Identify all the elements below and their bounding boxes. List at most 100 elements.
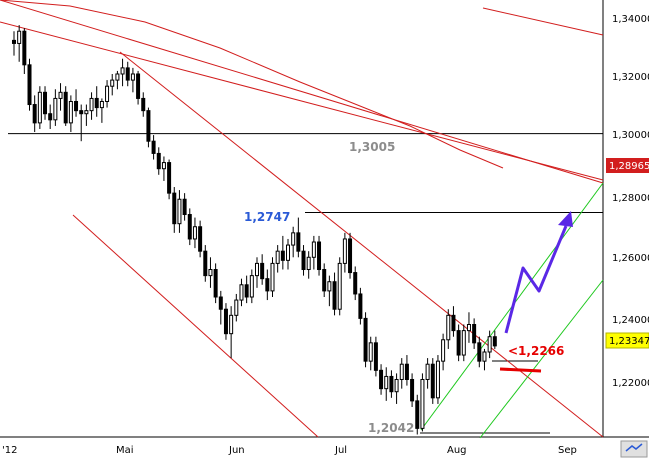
current-price-red-text: 1,28965 — [609, 161, 649, 172]
level-label-1-2266: <1,2266 — [508, 344, 564, 358]
candle-body — [84, 110, 89, 115]
candle-body — [32, 104, 37, 124]
candle-body — [198, 226, 203, 252]
candle-body — [89, 97, 94, 112]
candle-body — [218, 296, 223, 310]
candle-body — [348, 238, 353, 274]
time-tick-label: Sep — [558, 445, 577, 456]
candle-body — [260, 262, 265, 280]
candle-body — [141, 97, 146, 112]
forecast-arrow-head — [558, 211, 573, 227]
time-tick-label: '12 — [2, 445, 17, 456]
candle-body — [12, 39, 16, 44]
candle-body — [466, 324, 471, 332]
candle-body — [368, 342, 373, 362]
candle-body — [172, 192, 177, 225]
candle-body — [420, 378, 425, 429]
forecast-annotation — [499, 211, 573, 373]
zoom-button[interactable] — [620, 440, 648, 458]
candle-body — [58, 91, 63, 99]
price-tick-label: 1,24000 — [612, 315, 649, 326]
time-axis: '12 Mai Jun Jul Aug Sep — [2, 445, 577, 456]
current-price-yellow-text: 1,23347 — [609, 336, 649, 347]
candle-body — [430, 363, 435, 399]
candle-body — [110, 79, 115, 87]
candle-body — [317, 241, 322, 271]
candle-body — [208, 269, 213, 277]
candle-body — [399, 363, 404, 380]
price-tick-label: 1,34000 — [612, 14, 649, 25]
candle-body — [63, 91, 68, 124]
candle-body — [477, 342, 482, 362]
candle-body — [291, 232, 296, 246]
candle-body — [404, 363, 409, 380]
candle-body — [327, 281, 332, 292]
trendline-top-right — [482, 7, 604, 36]
candle-body — [373, 342, 378, 371]
candle-body — [301, 250, 306, 271]
candle-body — [265, 278, 270, 292]
current-price-badge-red — [606, 158, 649, 173]
candle-body — [332, 281, 337, 310]
candle-body — [461, 330, 466, 356]
candle-body — [296, 232, 301, 252]
trendline-long-resistance — [0, 21, 604, 181]
candle-body — [187, 214, 192, 240]
price-tick-label: 1,30000 — [612, 130, 649, 141]
candle-body — [167, 162, 172, 194]
candle-body — [68, 100, 73, 124]
candle-body — [311, 241, 316, 258]
channel-line-lower — [72, 214, 319, 438]
candle-body — [94, 97, 99, 109]
candle-body — [239, 284, 244, 301]
moving-average-curve — [0, 0, 504, 169]
price-tick-label: 1,26000 — [612, 253, 649, 264]
channel-line-upper — [119, 51, 604, 438]
candle-body — [99, 100, 104, 109]
candle-body — [177, 198, 182, 225]
candle-body — [130, 73, 135, 81]
candle-body — [472, 324, 477, 344]
candle-body — [213, 269, 218, 298]
time-tick-label: Jun — [228, 445, 245, 456]
candle-body — [53, 97, 58, 121]
candle-body — [161, 162, 166, 170]
green-channel-lower — [479, 279, 604, 439]
price-tick-label: 1,32000 — [612, 72, 649, 83]
candle-body — [441, 339, 446, 362]
candle-body — [492, 336, 497, 347]
horizontal-levels — [8, 133, 603, 434]
candle-body — [105, 85, 110, 102]
time-tick-label: Jul — [334, 445, 347, 456]
candle-body — [229, 314, 234, 335]
candle-body — [487, 336, 492, 353]
candle-body — [337, 262, 342, 310]
zoom-control[interactable] — [620, 440, 648, 458]
candle-body — [270, 262, 275, 292]
candle-body — [27, 64, 32, 106]
candle-body — [192, 226, 197, 240]
candle-body — [244, 284, 249, 298]
candle-body — [79, 110, 84, 115]
candle-body — [394, 378, 399, 393]
candlestick-series — [12, 25, 497, 435]
candle-body — [136, 73, 141, 99]
candle-body — [322, 269, 327, 292]
candle-body — [151, 140, 156, 154]
candle-body — [74, 100, 79, 112]
candle-body — [280, 250, 285, 261]
candle-body — [379, 369, 384, 390]
candle-body — [425, 363, 430, 380]
candle-body — [17, 30, 22, 44]
candle-body — [125, 67, 130, 81]
candle-body — [410, 378, 415, 402]
level-label-1-2042: 1,2042 — [368, 421, 414, 435]
candle-body — [223, 308, 228, 335]
candle-body — [384, 375, 389, 390]
candle-body — [363, 317, 368, 362]
time-tick-label: Aug — [447, 445, 467, 456]
trendline-upper-resistance — [0, 0, 604, 184]
candle-body — [249, 275, 254, 298]
candle-body — [156, 152, 161, 170]
candle-body — [120, 67, 125, 75]
